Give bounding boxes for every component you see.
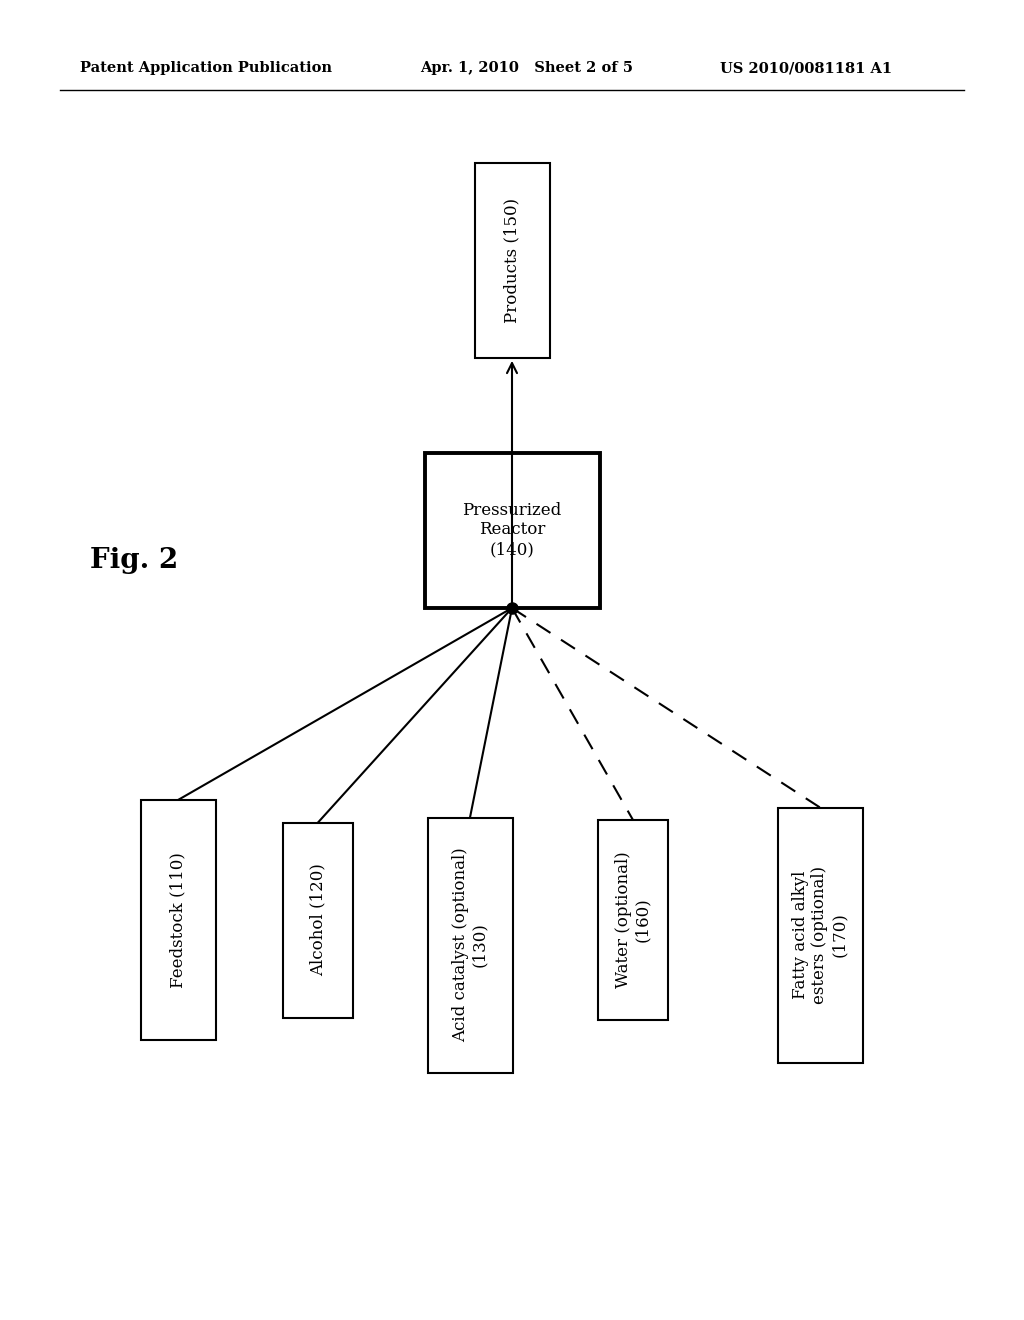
Text: Patent Application Publication: Patent Application Publication xyxy=(80,61,332,75)
Text: Feedstock (110): Feedstock (110) xyxy=(170,853,186,987)
Text: Alcohol (120): Alcohol (120) xyxy=(309,863,327,977)
Bar xyxy=(598,820,668,1020)
Text: Acid catalyst (optional)
(130): Acid catalyst (optional) (130) xyxy=(452,847,488,1043)
Bar xyxy=(427,817,512,1072)
Text: Water (optional)
(160): Water (optional) (160) xyxy=(614,851,651,989)
Bar xyxy=(283,822,353,1018)
Bar xyxy=(474,162,550,358)
Text: Fatty acid alkyl
esters (optional)
(170): Fatty acid alkyl esters (optional) (170) xyxy=(792,866,848,1005)
Text: Fig. 2: Fig. 2 xyxy=(90,546,178,573)
Text: US 2010/0081181 A1: US 2010/0081181 A1 xyxy=(720,61,892,75)
Bar xyxy=(140,800,215,1040)
Text: Products (150): Products (150) xyxy=(504,198,520,322)
Text: Apr. 1, 2010   Sheet 2 of 5: Apr. 1, 2010 Sheet 2 of 5 xyxy=(420,61,633,75)
Text: Pressurized
Reactor
(140): Pressurized Reactor (140) xyxy=(463,502,561,558)
Bar xyxy=(777,808,862,1063)
Bar xyxy=(425,453,599,607)
